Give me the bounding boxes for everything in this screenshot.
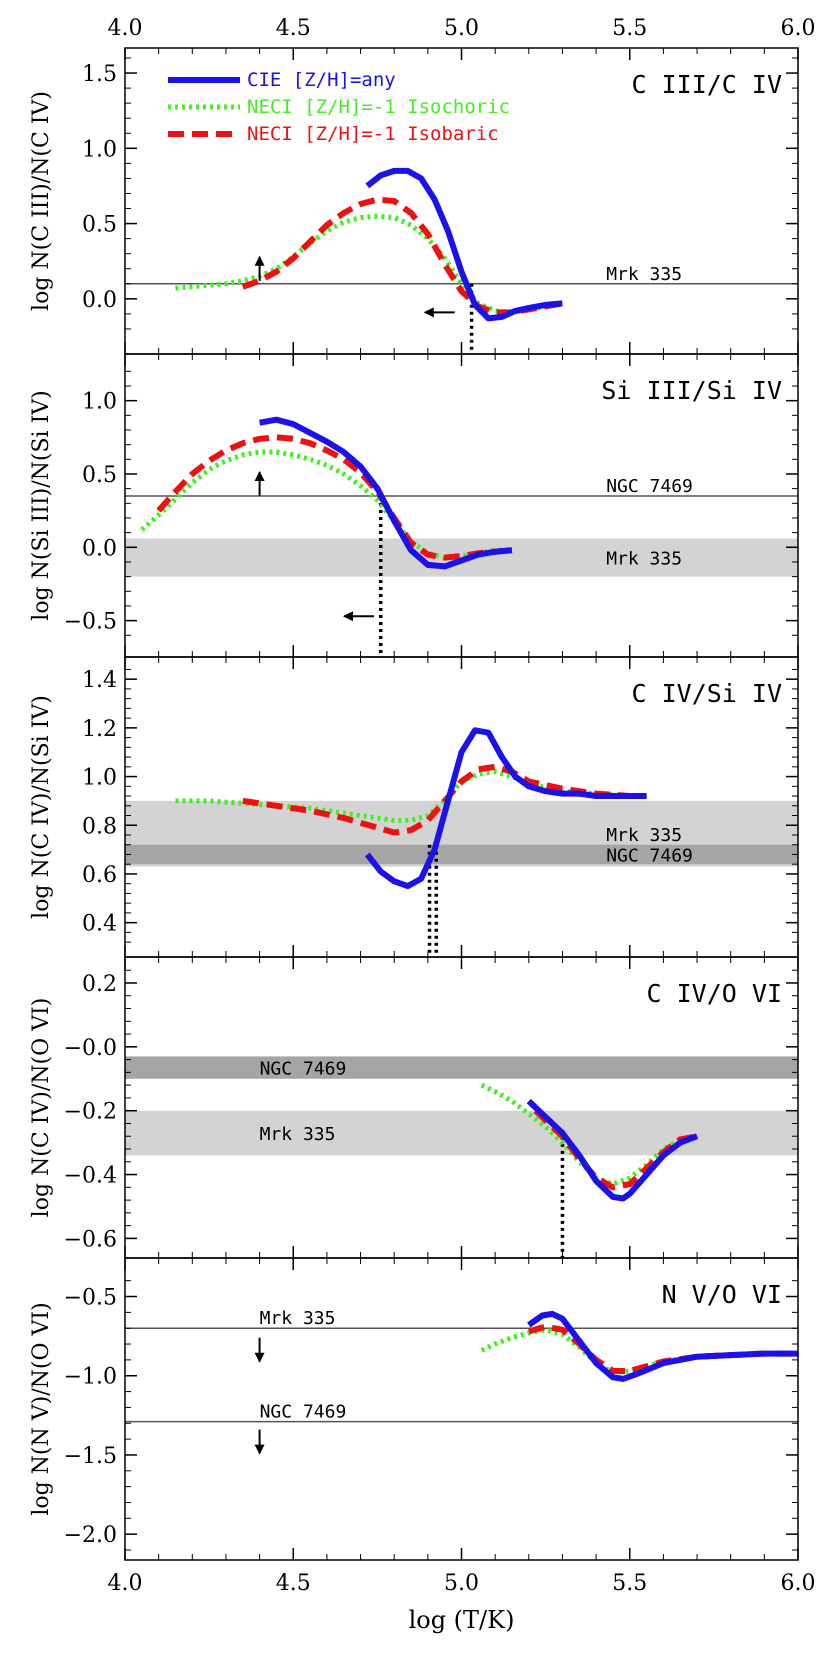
y-tick-label: 1.0 — [82, 137, 117, 162]
y-axis-label: log N(C IV)/N(Si IV) — [29, 695, 54, 919]
x-tick-label: 5.0 — [444, 1571, 479, 1596]
series-line-isobaric — [241, 196, 563, 316]
band-label: NGC 7469 — [260, 1059, 347, 1080]
panel-title: C IV/O VI — [647, 979, 782, 1008]
y-tick-label: 0.5 — [82, 463, 117, 488]
shaded-band — [125, 1110, 798, 1156]
x-tick-label: 4.0 — [108, 1571, 143, 1596]
x-tick-label-top: 5.5 — [612, 16, 647, 41]
series-line-isochoric — [175, 213, 563, 315]
legend: CIE [Z/H]=any NECI [Z/H]=-1 Isochoric NECI… — [168, 69, 510, 145]
series-line-cie — [527, 1310, 798, 1382]
reference-label: Mrk 335 — [606, 264, 682, 285]
series-line-cie — [259, 416, 513, 570]
x-tick-label-top: 4.0 — [108, 16, 143, 41]
band-label: NGC 7469 — [606, 845, 693, 866]
y-axis-label: log N(N V)/N(O VI) — [29, 1302, 54, 1515]
panel-title: N V/O VI — [662, 1280, 782, 1309]
x-tick-label: 5.5 — [612, 1571, 647, 1596]
x-tick-label-top: 6.0 — [781, 16, 816, 41]
y-tick-label: −0.2 — [64, 1100, 117, 1125]
y-tick-label: 1.4 — [82, 668, 117, 693]
band-label: Mrk 335 — [606, 825, 682, 846]
reference-label: Mrk 335 — [260, 1308, 336, 1329]
x-tick-label-top: 5.0 — [444, 16, 479, 41]
y-tick-label: −0.6 — [64, 1227, 117, 1252]
y-tick-label: −0.0 — [64, 1036, 117, 1061]
band-label: Mrk 335 — [606, 549, 682, 570]
panel-title: C IV/Si IV — [631, 679, 782, 708]
x-tick-label: 4.5 — [276, 1571, 311, 1596]
panel-5: Mrk 335 NGC 7469 −2.0 −1.5 −1.0 −0.5 N V/O VI l… — [29, 1257, 799, 1561]
series-line-cie — [365, 167, 563, 322]
y-tick-label: 0.2 — [82, 972, 117, 997]
y-tick-label: 1.2 — [82, 717, 117, 742]
y-tick-label: 0.4 — [82, 912, 117, 937]
panel-1: Mrk 335 0.0 0.5 1.0 1.5 C III/C IV log N(C III… — [29, 47, 799, 355]
series-line-isobaric — [156, 434, 513, 561]
y-tick-label: −0.5 — [64, 1286, 117, 1311]
y-tick-label: 0.8 — [82, 814, 117, 839]
series-line-cie — [526, 1098, 699, 1202]
y-axis-label: log N(Si III)/N(Si IV) — [29, 390, 54, 620]
y-tick-label: 0.0 — [82, 536, 117, 561]
shaded-band — [125, 844, 798, 865]
shaded-band — [125, 1056, 798, 1079]
y-tick-label: 0.6 — [82, 863, 117, 888]
y-tick-label: −1.0 — [64, 1365, 117, 1390]
reference-label: NGC 7469 — [606, 476, 693, 497]
y-axis-label: log N(C III)/N(C IV) — [29, 91, 54, 311]
panel-2: Mrk 335 NGC 7469 −0.5 0.0 0.5 1.0 Si III/Si IV… — [29, 353, 799, 658]
y-tick-label: −1.5 — [64, 1444, 117, 1469]
panel-4: NGC 7469 Mrk 335 −0.6 −0.4 −0.2 −0.0 0.2 C IV/O… — [29, 956, 799, 1259]
band-label: Mrk 335 — [260, 1124, 336, 1145]
panel-title: Si III/Si IV — [601, 376, 782, 405]
x-tick-label-top: 4.5 — [276, 16, 311, 41]
y-tick-label: 1.0 — [82, 766, 117, 791]
y-tick-label: 0.0 — [82, 288, 117, 313]
legend-label-cie: CIE [Z/H]=any — [247, 69, 396, 91]
y-tick-label: −2.0 — [64, 1523, 117, 1548]
panel-title: C III/C IV — [631, 70, 782, 99]
legend-label-isochoric: NECI [Z/H]=-1 Isochoric — [247, 96, 510, 118]
y-tick-label: −0.5 — [64, 610, 117, 635]
legend-label-isobaric: NECI [Z/H]=-1 Isobaric — [247, 123, 499, 145]
y-axis-label: log N(C IV)/N(O VI) — [29, 998, 54, 1218]
y-tick-label: −0.4 — [64, 1164, 117, 1189]
series-line-cie — [364, 727, 647, 890]
x-axis-label: log (T/K) — [409, 1606, 515, 1634]
y-tick-label: 1.0 — [82, 390, 117, 415]
y-tick-label: 0.5 — [82, 213, 117, 238]
y-tick-label: 1.5 — [82, 62, 117, 87]
x-tick-label: 6.0 — [781, 1571, 816, 1596]
reference-label: NGC 7469 — [260, 1402, 347, 1423]
